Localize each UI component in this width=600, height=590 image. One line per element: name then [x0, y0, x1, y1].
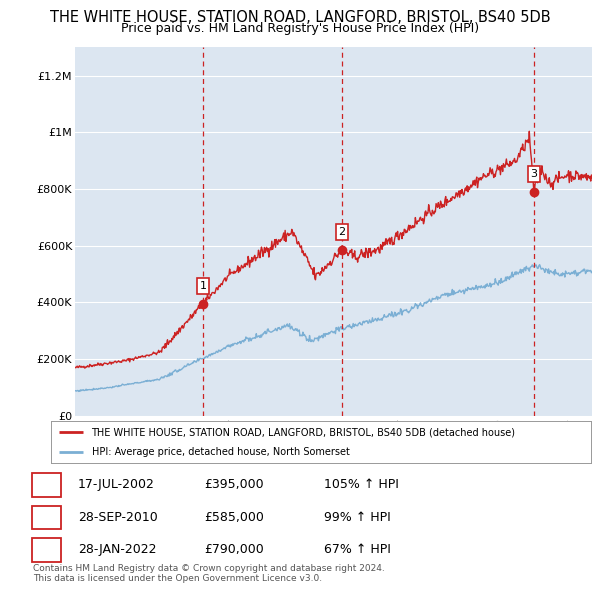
Text: 2: 2 — [338, 227, 346, 237]
Text: 28-SEP-2010: 28-SEP-2010 — [78, 511, 158, 524]
Text: 3: 3 — [43, 543, 50, 556]
Text: 17-JUL-2002: 17-JUL-2002 — [78, 478, 155, 491]
Text: 105% ↑ HPI: 105% ↑ HPI — [324, 478, 399, 491]
Text: THE WHITE HOUSE, STATION ROAD, LANGFORD, BRISTOL, BS40 5DB: THE WHITE HOUSE, STATION ROAD, LANGFORD,… — [50, 10, 550, 25]
Text: 67% ↑ HPI: 67% ↑ HPI — [324, 543, 391, 556]
Text: 1: 1 — [199, 281, 206, 291]
Text: HPI: Average price, detached house, North Somerset: HPI: Average price, detached house, Nort… — [91, 447, 349, 457]
Text: THE WHITE HOUSE, STATION ROAD, LANGFORD, BRISTOL, BS40 5DB (detached house): THE WHITE HOUSE, STATION ROAD, LANGFORD,… — [91, 427, 515, 437]
Text: Contains HM Land Registry data © Crown copyright and database right 2024.
This d: Contains HM Land Registry data © Crown c… — [33, 563, 385, 583]
Text: 3: 3 — [530, 169, 538, 179]
Text: £395,000: £395,000 — [204, 478, 263, 491]
Text: 1: 1 — [43, 478, 50, 491]
Text: 28-JAN-2022: 28-JAN-2022 — [78, 543, 157, 556]
Text: 99% ↑ HPI: 99% ↑ HPI — [324, 511, 391, 524]
Text: £585,000: £585,000 — [204, 511, 264, 524]
Text: 2: 2 — [43, 511, 50, 524]
Text: £790,000: £790,000 — [204, 543, 264, 556]
Text: Price paid vs. HM Land Registry's House Price Index (HPI): Price paid vs. HM Land Registry's House … — [121, 22, 479, 35]
